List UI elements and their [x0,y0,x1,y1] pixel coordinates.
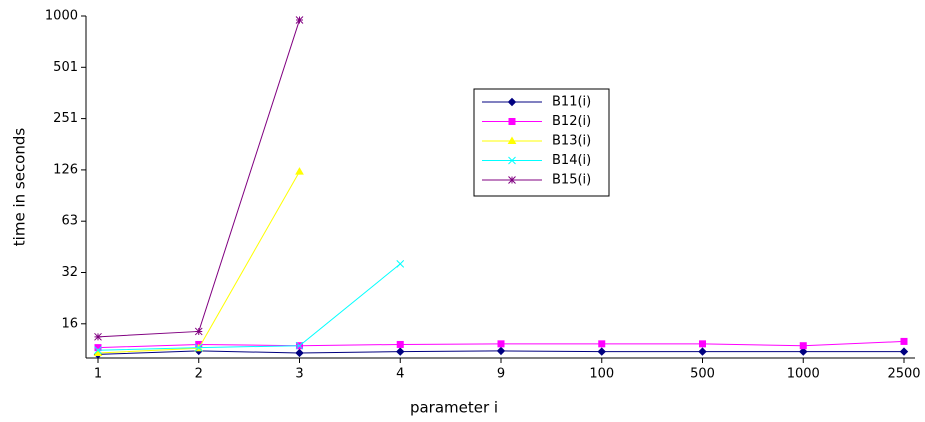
x-tick-label: 2 [195,367,203,382]
marker [507,97,517,107]
legend-label: B11(i) [552,95,591,110]
marker [507,136,517,144]
marker [396,340,404,348]
y-tick-label: 16 [61,316,78,331]
y-tick-label: 251 [53,111,78,126]
x-tick-label: 4 [396,367,404,382]
legend-label: B12(i) [552,114,591,129]
x-tick-label: 1 [94,367,102,382]
legend-box [473,88,610,197]
x-tick-label: 2500 [887,367,920,382]
x-tick-label: 3 [295,367,303,382]
y-tick-label: 1000 [45,9,78,24]
marker [698,347,707,356]
marker [295,341,304,350]
y-tick-label: 32 [61,265,78,280]
legend-label: B13(i) [552,134,591,149]
marker [295,16,304,24]
marker [597,347,606,356]
x-tick-label: 1000 [787,367,820,382]
marker [396,260,405,268]
series-line [97,263,401,351]
marker [899,347,909,356]
series-line [97,171,300,354]
y-tick-label: 63 [61,214,78,229]
marker [900,337,908,345]
x-axis-label: parameter i [410,399,498,417]
y-tick-label: 501 [53,60,78,75]
marker [497,340,505,348]
marker [396,347,405,356]
x-tick-label: 100 [589,367,614,382]
marker [194,343,203,352]
x-tick-label: 9 [497,367,505,382]
marker [699,340,706,348]
x-tick-label: 500 [690,367,715,382]
marker [94,346,102,355]
marker [508,156,516,165]
legend: B11(i) B12(i) B13(i) B14(i) B15(i) [473,88,610,197]
marker [508,176,516,184]
series-line [97,19,300,338]
y-tick-label: 126 [53,162,78,177]
marker [496,346,506,356]
marker [799,347,808,356]
legend-label: B14(i) [552,153,591,168]
y-axis-label: time in seconds [11,128,29,247]
marker [295,348,304,358]
marker [508,118,516,125]
marker [194,327,203,336]
legend-label: B15(i) [552,173,591,188]
marker [598,340,606,348]
marker [799,342,807,350]
marker [94,332,102,341]
marker [295,167,304,175]
